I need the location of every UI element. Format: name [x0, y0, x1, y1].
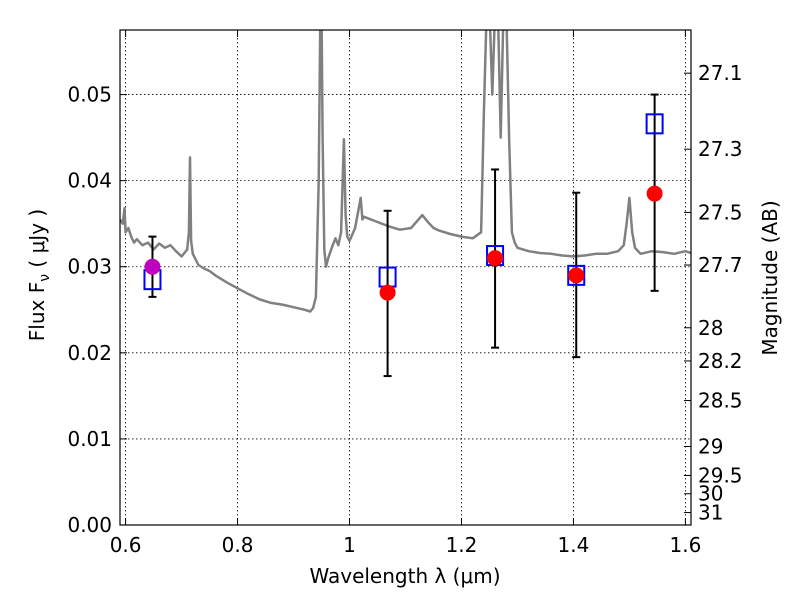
y-tick-label: 0.01 — [67, 427, 112, 451]
y-tick-label: 0.03 — [67, 255, 112, 279]
observed-flux-point — [144, 258, 161, 275]
observed-flux-point — [487, 250, 504, 267]
y-tick-label: 0.02 — [67, 341, 112, 365]
y-axis-label-main: Flux F — [25, 282, 49, 341]
y-tick-label: 0.00 — [67, 513, 112, 537]
y2-tick-label: 31 — [698, 501, 723, 525]
observed-flux-point — [646, 185, 663, 202]
x-axis-label: Wavelength λ (μm) — [309, 564, 500, 588]
y2-tick-label: 28 — [698, 316, 723, 340]
y2-tick-label: 27.3 — [698, 137, 743, 161]
observed-flux-point — [379, 284, 396, 301]
x-tick-label: 0.8 — [222, 533, 254, 557]
y2-tick-label: 27.1 — [698, 61, 743, 85]
y2-tick-label: 28.5 — [698, 389, 743, 413]
model-flux-square — [645, 113, 664, 135]
x-tick-label: 1.4 — [558, 533, 590, 557]
x-tick-label: 1 — [343, 533, 356, 557]
x-tick-label: 1.6 — [669, 533, 701, 557]
observed-flux-point — [568, 267, 585, 284]
y2-tick-label: 28.2 — [698, 349, 743, 373]
axis-ticks: 0.6 0.8 1 1.2 1.4 1.6 0.00 0.01 0.02 0.03 0.04 0.05… — [67, 30, 743, 557]
y-axis-label: Flux Fν ( μJy ) — [25, 209, 53, 341]
x-tick-label: 0.6 — [110, 533, 142, 557]
y2-axis-label: Magnitude (AB) — [758, 200, 782, 355]
y2-tick-label: 29 — [698, 434, 723, 458]
y-axis-label-subscript: ν — [37, 274, 53, 282]
plot-frame — [119, 29, 692, 526]
y-tick-label: 0.04 — [67, 169, 112, 193]
y-axis-label-unit: ( μJy ) — [25, 209, 49, 274]
template-spectrum-line — [120, 30, 691, 313]
y2-tick-label: 27.5 — [698, 200, 743, 224]
x-tick-label: 1.2 — [446, 533, 478, 557]
y2-tick-label: 30 — [698, 482, 723, 506]
grid-lines — [120, 30, 691, 525]
y-tick-label: 0.05 — [67, 83, 112, 107]
data-layer — [120, 30, 691, 378]
y2-tick-label: 29.5 — [698, 463, 743, 487]
y2-tick-label: 27.7 — [698, 253, 743, 277]
